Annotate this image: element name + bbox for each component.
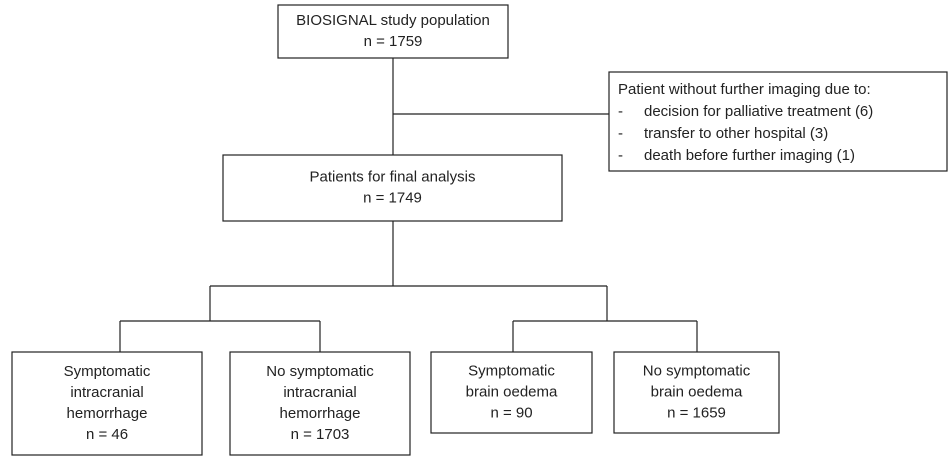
exclusion-item: decision for palliative treatment (6) bbox=[644, 103, 873, 120]
node-label: n = 1749 bbox=[363, 189, 422, 206]
node-label: Symptomatic bbox=[468, 362, 555, 379]
node-label: intracranial bbox=[70, 384, 143, 401]
exclusion-item: death before further imaging (1) bbox=[644, 147, 855, 164]
node-label: brain oedema bbox=[466, 383, 558, 400]
node-box bbox=[613, 351, 780, 434]
bullet: - bbox=[618, 103, 623, 120]
node-label: No symptomatic bbox=[266, 363, 374, 380]
node-box bbox=[222, 154, 563, 222]
node-label: BIOSIGNAL study population bbox=[296, 12, 490, 29]
node-label: No symptomatic bbox=[643, 362, 751, 379]
node-box bbox=[277, 4, 509, 59]
node-label: n = 1659 bbox=[667, 404, 726, 421]
node-label: hemorrhage bbox=[280, 405, 361, 422]
node-label: Symptomatic bbox=[64, 363, 151, 380]
node-box bbox=[229, 351, 411, 456]
node-label: n = 1703 bbox=[291, 426, 350, 443]
connectors bbox=[119, 58, 698, 352]
bullet: - bbox=[618, 125, 623, 142]
node-label: n = 1759 bbox=[364, 33, 423, 50]
node-box bbox=[11, 351, 203, 456]
node-label: n = 90 bbox=[490, 404, 532, 421]
node-label: brain oedema bbox=[651, 383, 743, 400]
exclusion-title: Patient without further imaging due to: bbox=[618, 81, 871, 98]
node-label: hemorrhage bbox=[67, 405, 148, 422]
node-label: intracranial bbox=[283, 384, 356, 401]
node-label: n = 46 bbox=[86, 426, 128, 443]
exclusion-item: transfer to other hospital (3) bbox=[644, 125, 828, 142]
exclusion-box bbox=[608, 71, 948, 172]
node-box bbox=[430, 351, 593, 434]
node-label: Patients for final analysis bbox=[310, 168, 476, 185]
bullet: - bbox=[618, 147, 623, 164]
